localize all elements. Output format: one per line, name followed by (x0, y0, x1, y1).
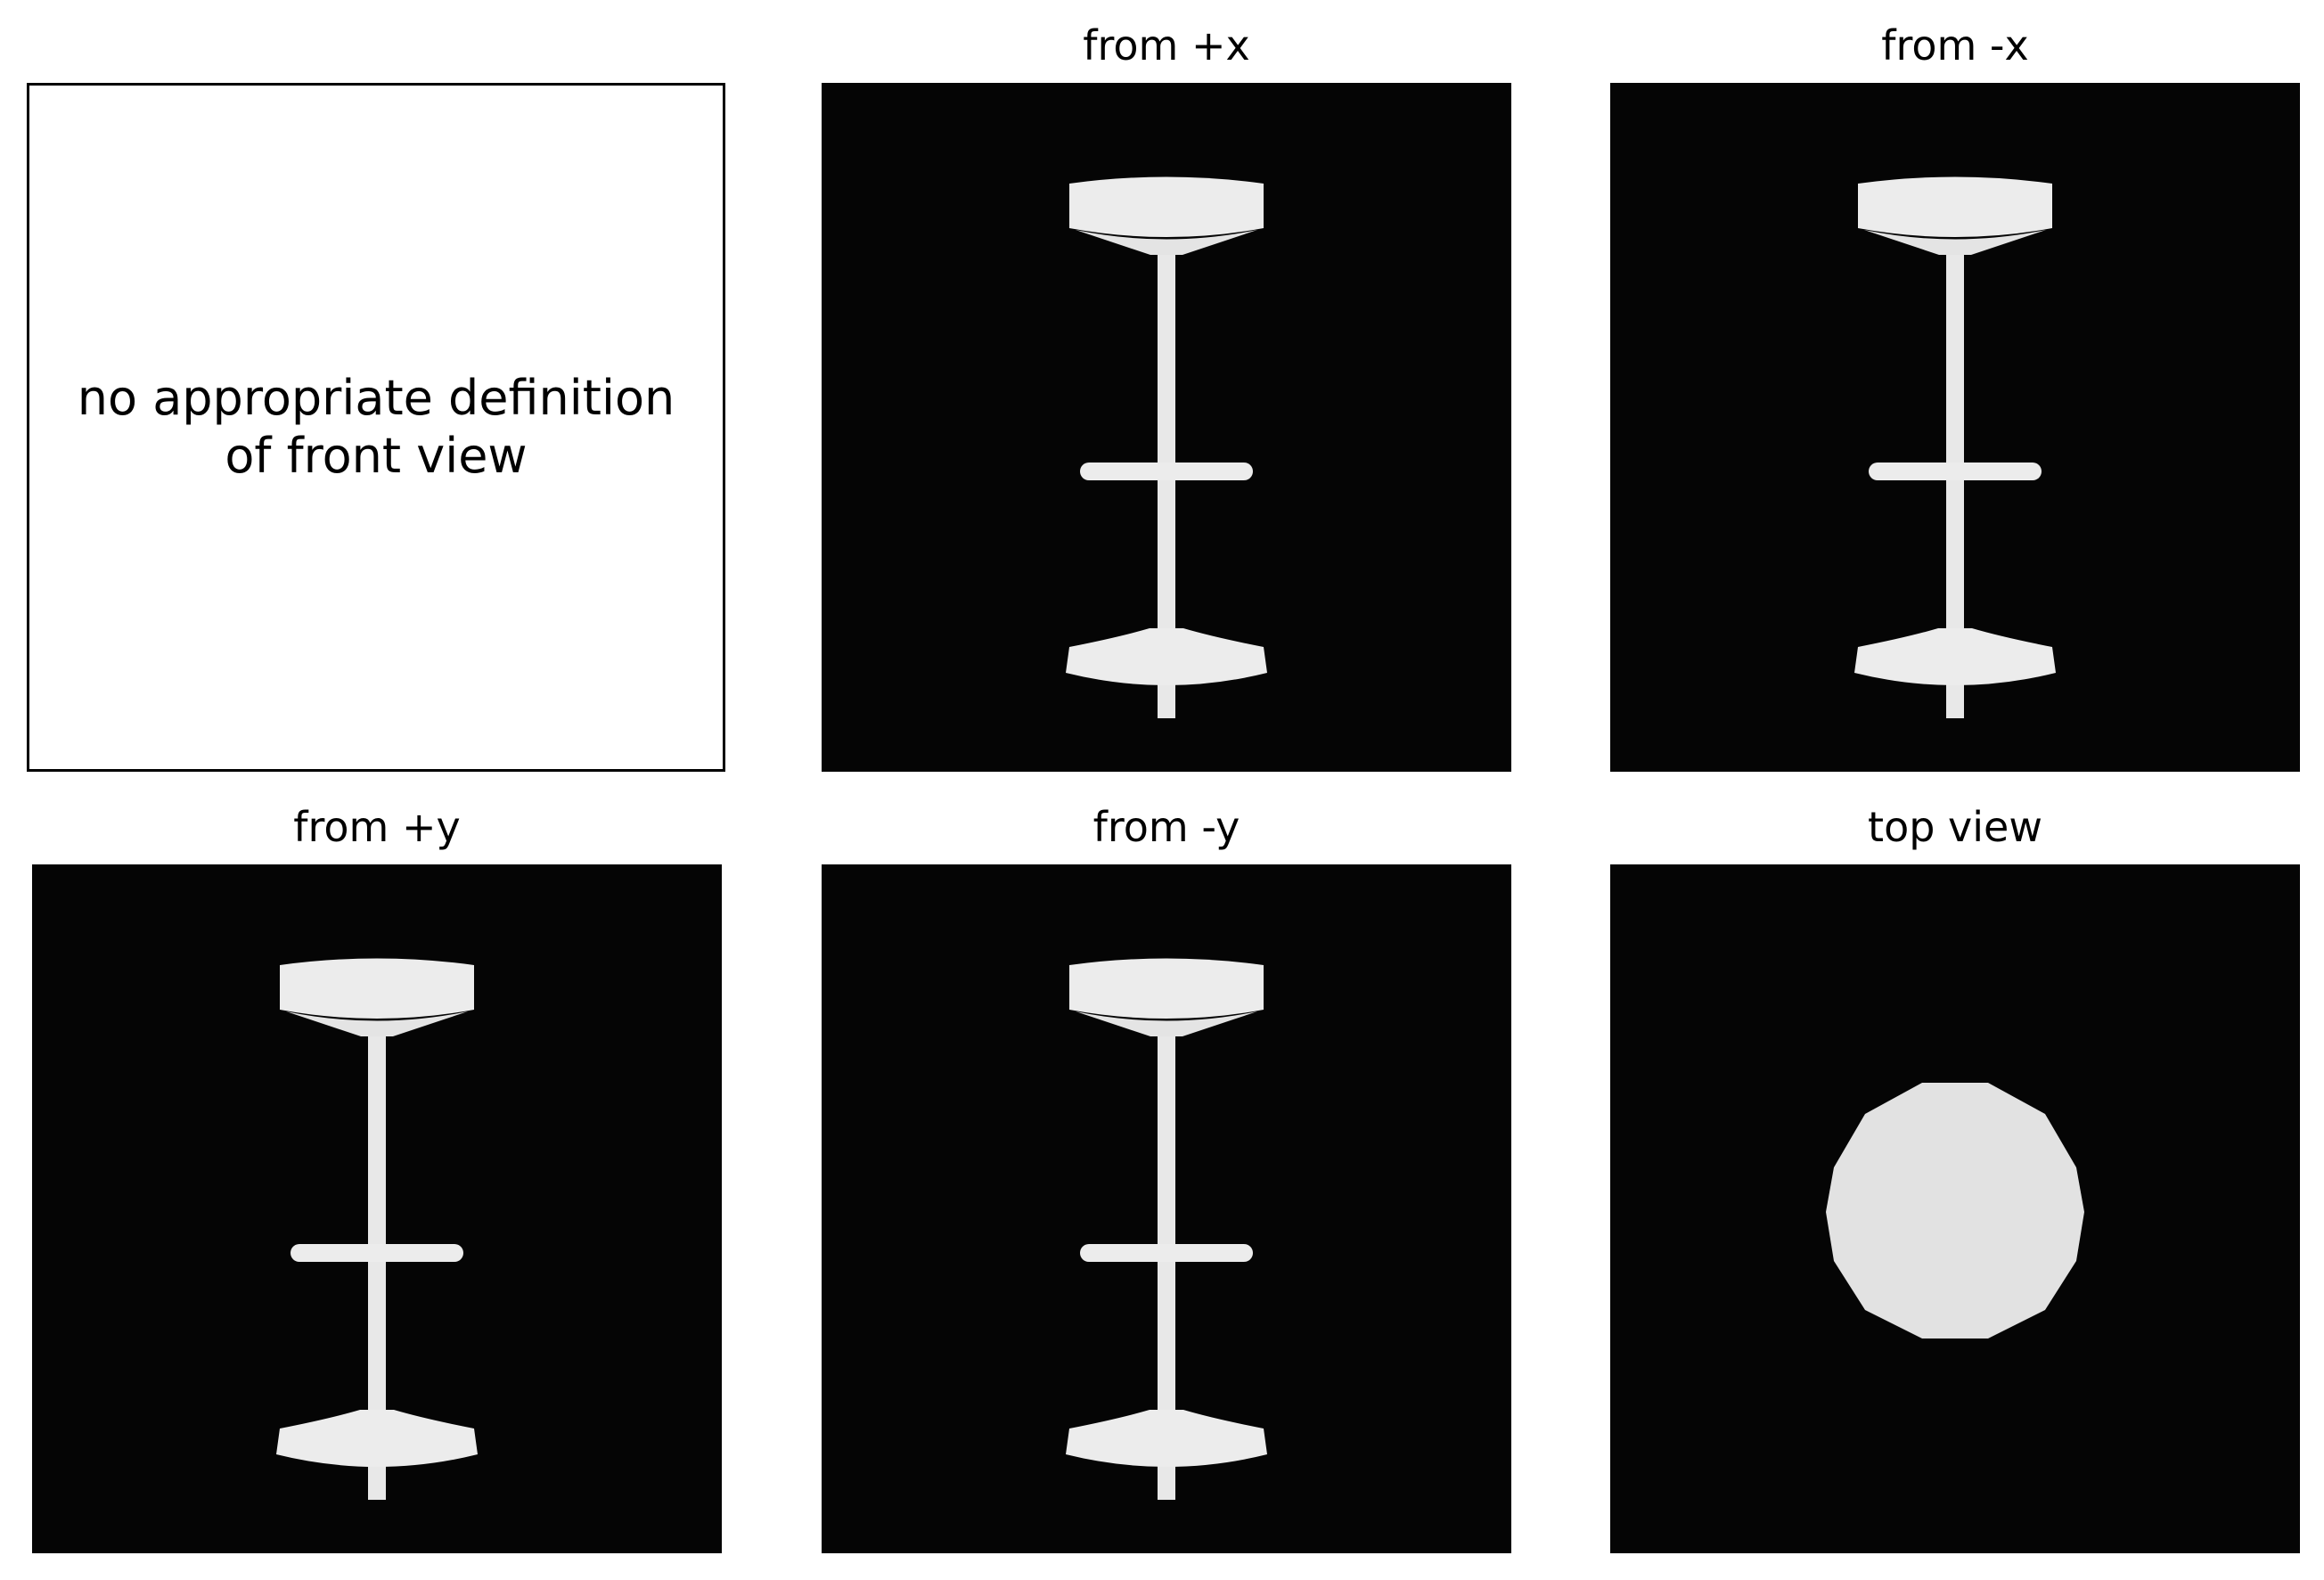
stool-post (1158, 255, 1175, 718)
stool-seat (1858, 176, 2052, 237)
front-view-placeholder: no appropriate definition of front view (27, 83, 725, 772)
stool-seat (280, 958, 474, 1019)
render-from-plus-y (32, 864, 722, 1553)
stool-seat (1069, 176, 1264, 237)
stool-base (276, 1410, 478, 1467)
stool-post (368, 1036, 386, 1500)
panel-title-plus-x: from +x (1083, 21, 1250, 70)
bar-stool (1854, 176, 2056, 718)
bar-stool (276, 958, 478, 1500)
render-from-minus-x (1610, 83, 2300, 772)
stool-seat-underside (1076, 230, 1257, 255)
render-from-minus-y (822, 864, 1511, 1553)
stool-post (1158, 1036, 1175, 1500)
stool-seat-underside (1864, 230, 2046, 255)
stool-post (1946, 255, 1964, 718)
stool-base (1066, 628, 1267, 685)
stool-footrest (1080, 463, 1253, 480)
stool-base (1854, 628, 2056, 685)
stool-seat-underside (286, 1011, 468, 1036)
stool-seat (1069, 958, 1264, 1019)
panel-title-minus-y: from -y (1092, 803, 1240, 851)
stool-seat-top (1826, 1083, 2084, 1338)
stool-base (1066, 1410, 1267, 1467)
bar-stool (1066, 176, 1267, 718)
stool-footrest (290, 1244, 463, 1262)
front-view-message: no appropriate definition of front view (77, 369, 675, 484)
panel-title-minus-x: from -x (1881, 21, 2029, 70)
stool-seat-underside (1076, 1011, 1257, 1036)
stool-footrest (1080, 1244, 1253, 1262)
panel-title-plus-y: from +y (293, 803, 461, 851)
panel-title-top-view: top view (1868, 803, 2042, 851)
bar-stool (1066, 958, 1267, 1500)
stool-footrest (1869, 463, 2042, 480)
render-from-plus-x (822, 83, 1511, 772)
render-top-view (1610, 864, 2300, 1553)
